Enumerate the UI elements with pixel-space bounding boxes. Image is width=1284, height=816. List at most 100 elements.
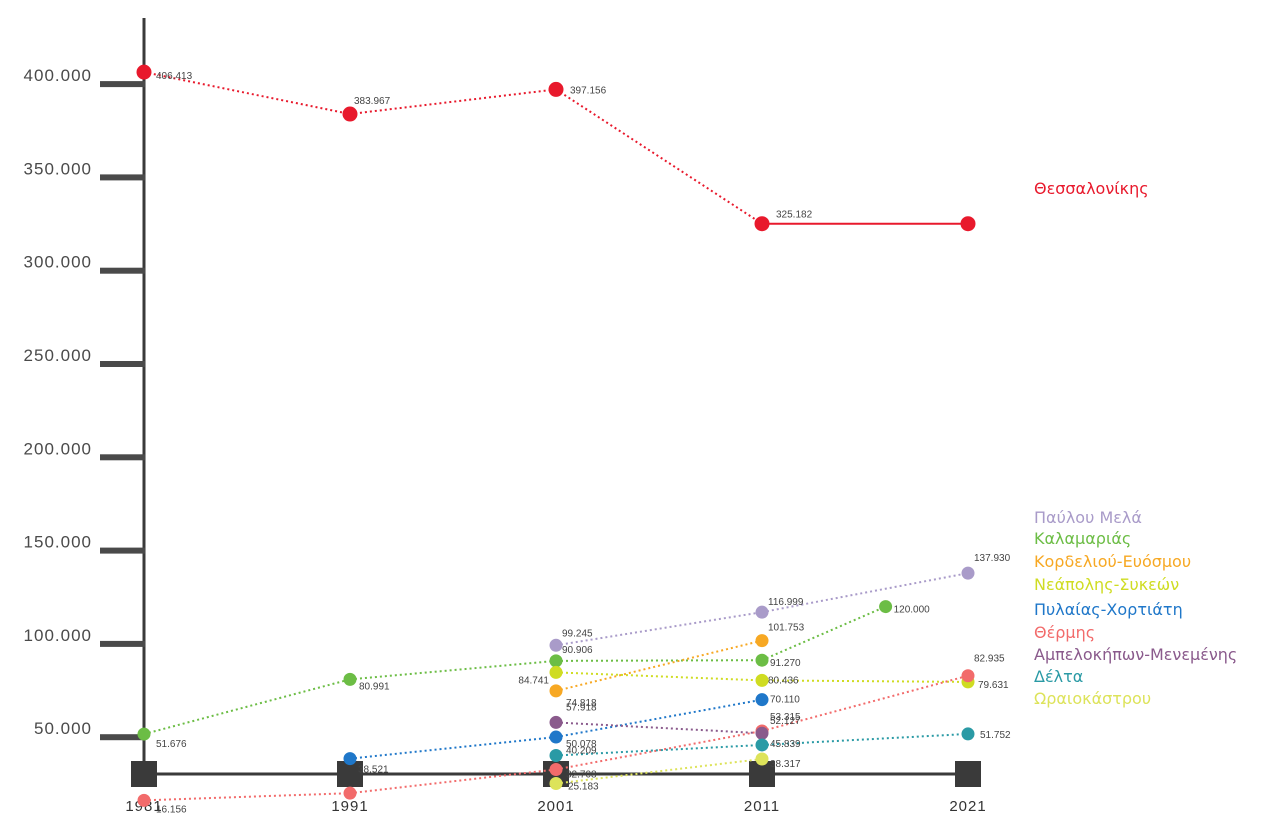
y-tick-label: 250.000 — [24, 346, 92, 365]
x-tick-label: 2021 — [949, 798, 986, 815]
x-tick-label: 2011 — [744, 798, 780, 815]
data-point — [137, 793, 151, 807]
data-point — [343, 752, 357, 766]
data-point — [549, 730, 563, 744]
data-point — [879, 600, 893, 614]
data-label: 80.991 — [359, 681, 390, 692]
data-label: 84.741 — [518, 675, 549, 686]
y-tick-label: 400.000 — [24, 66, 92, 85]
legend: Θεσσαλονίκης Παύλου Μελά Καλαμαριάς Κορδελι… — [1034, 179, 1237, 708]
data-label: 57.918 — [566, 702, 597, 713]
legend-entry: Καλαμαριάς — [1034, 529, 1131, 548]
x-tick-label: 1991 — [331, 798, 368, 815]
y-tick — [100, 361, 145, 367]
data-point — [755, 738, 769, 752]
data-label: 99.245 — [562, 628, 593, 639]
series-segment — [761, 679, 969, 683]
series-3: 74.818 101.753 — [549, 623, 805, 709]
data-label: 50.078 — [566, 739, 597, 750]
series-segment — [555, 88, 763, 225]
y-tick-label: 100.000 — [24, 626, 92, 645]
series-1: 99.245 116.999 137.930 — [549, 553, 1011, 652]
data-point — [549, 762, 563, 776]
data-point — [137, 727, 151, 741]
data-point — [549, 654, 563, 668]
series-7: 57.918 52.127 — [549, 702, 801, 740]
data-label: 40.209 — [566, 745, 597, 756]
data-label: 70.110 — [770, 695, 800, 706]
data-point — [549, 665, 563, 679]
data-point — [961, 727, 975, 741]
y-tick — [100, 174, 145, 181]
x-tick — [955, 761, 981, 787]
series-5: 38.521 50.078 70.110 — [343, 693, 800, 776]
data-label: 79.631 — [978, 680, 1009, 691]
y-tick — [100, 267, 145, 274]
data-point — [549, 777, 563, 791]
data-label: 25.183 — [568, 782, 599, 793]
data-label: 45.839 — [770, 739, 801, 750]
series-segment — [143, 792, 351, 802]
legend-entry: Πυλαίας-Χορτιάτη — [1034, 600, 1183, 619]
legend-entry: Κορδελιού-Ευόσμου — [1034, 552, 1191, 571]
y-tick — [100, 454, 145, 461]
x-tick — [131, 761, 157, 787]
data-point — [960, 216, 976, 232]
series-6: 16.156 32.708 53.315 82.935 — [137, 654, 1005, 815]
y-tick-label: 300.000 — [24, 253, 92, 272]
y-tick-label: 200.000 — [24, 439, 92, 458]
data-label: 74.818 — [566, 698, 597, 709]
data-point — [342, 106, 358, 122]
y-tick — [100, 547, 145, 554]
data-label: 51.676 — [156, 739, 187, 750]
legend-entry: Παύλου Μελά — [1034, 508, 1142, 527]
series-segment — [555, 639, 763, 692]
data-label: 38.317 — [770, 759, 801, 770]
series-segment — [555, 659, 763, 662]
data-label: 137.930 — [974, 553, 1011, 564]
data-point — [548, 81, 564, 97]
data-label: 91.270 — [770, 658, 801, 669]
data-label: 90.906 — [562, 645, 593, 656]
data-point — [754, 216, 770, 232]
data-label: 101.753 — [768, 623, 805, 634]
y-tick — [100, 640, 145, 647]
data-label: 80.436 — [768, 675, 799, 686]
data-point — [755, 673, 769, 687]
data-label: 406.413 — [156, 71, 193, 82]
data-label: 116.999 — [768, 597, 804, 608]
legend-entry: Ωραιοκάστρου — [1034, 689, 1151, 708]
series-segment — [555, 671, 763, 682]
data-label: 397.156 — [570, 85, 607, 96]
data-label: 53.315 — [770, 712, 801, 723]
series-segment — [761, 674, 969, 732]
data-label: 82.935 — [974, 654, 1005, 665]
data-point — [549, 684, 563, 698]
data-point — [549, 638, 563, 652]
legend-entry: Θέρμης — [1034, 623, 1095, 642]
series-8: 40.209 45.839 51.752 — [549, 727, 1011, 762]
data-label: 16.156 — [156, 804, 187, 815]
data-point — [549, 748, 563, 762]
series-layer: 99.245 116.999 137.930 51.676 80.991 90.906 91… — [136, 64, 1011, 815]
data-point — [755, 605, 769, 619]
data-label: 38.521 — [358, 765, 389, 776]
data-point — [343, 672, 357, 686]
data-point — [343, 786, 357, 800]
data-point — [961, 669, 975, 683]
series-segment — [555, 721, 763, 735]
x-tick-label: 2001 — [537, 798, 574, 815]
data-point — [755, 752, 769, 766]
legend-entry: Δέλτα — [1034, 667, 1083, 686]
legend-entry: Νεάπολης-Συκεών — [1034, 575, 1179, 594]
data-point — [961, 566, 975, 580]
series-segment — [349, 736, 557, 760]
y-tick — [100, 81, 145, 88]
y-tick-label: 150.000 — [24, 533, 92, 552]
series-0: 406.413 383.967 397.156 325.182 — [136, 64, 976, 232]
y-axis: 50.000 100.000 150.000 200.000 250.000 300.00… — [24, 18, 146, 774]
data-label: 383.967 — [354, 96, 391, 107]
series-4: 84.741 80.436 79.631 — [518, 665, 1009, 691]
x-tick — [337, 761, 363, 787]
